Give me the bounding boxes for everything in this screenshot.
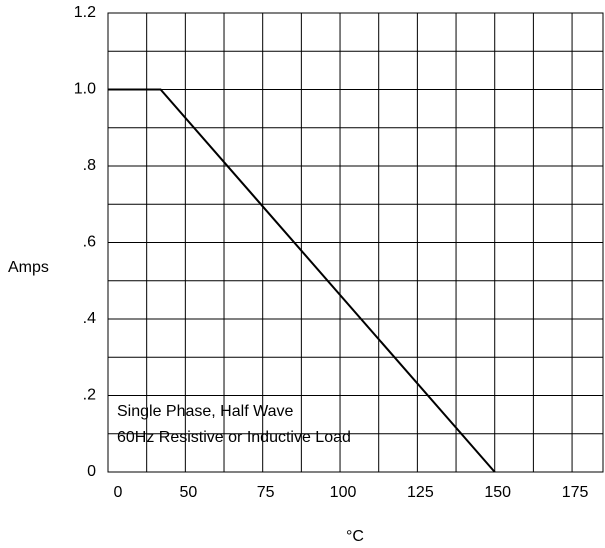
y-tick-label: 1.0 — [74, 81, 96, 98]
y-tick-label: .6 — [83, 234, 96, 251]
x-tick-label: 125 — [407, 484, 434, 501]
annotation: 60Hz Resistive or Inductive Load — [117, 429, 351, 446]
y-tick-label: .4 — [83, 310, 96, 327]
plot-border — [107, 12, 604, 473]
x-tick-label: 175 — [562, 484, 589, 501]
y-tick-label: 1.2 — [74, 4, 96, 21]
x-tick-label: 75 — [257, 484, 275, 501]
y-tick-label: 0 — [87, 463, 96, 480]
data-line — [108, 88, 496, 473]
y-tick-label: .8 — [83, 157, 96, 174]
x-tick-label: 150 — [484, 484, 511, 501]
y-tick-label: .2 — [83, 387, 96, 404]
x-tick-label: 100 — [330, 484, 357, 501]
y-axis-label: Amps — [8, 259, 49, 276]
annotation: Single Phase, Half Wave — [117, 403, 293, 420]
x-origin-label: 0 — [114, 484, 123, 501]
x-axis-label: °C — [346, 528, 364, 545]
x-tick-label: 50 — [179, 484, 197, 501]
